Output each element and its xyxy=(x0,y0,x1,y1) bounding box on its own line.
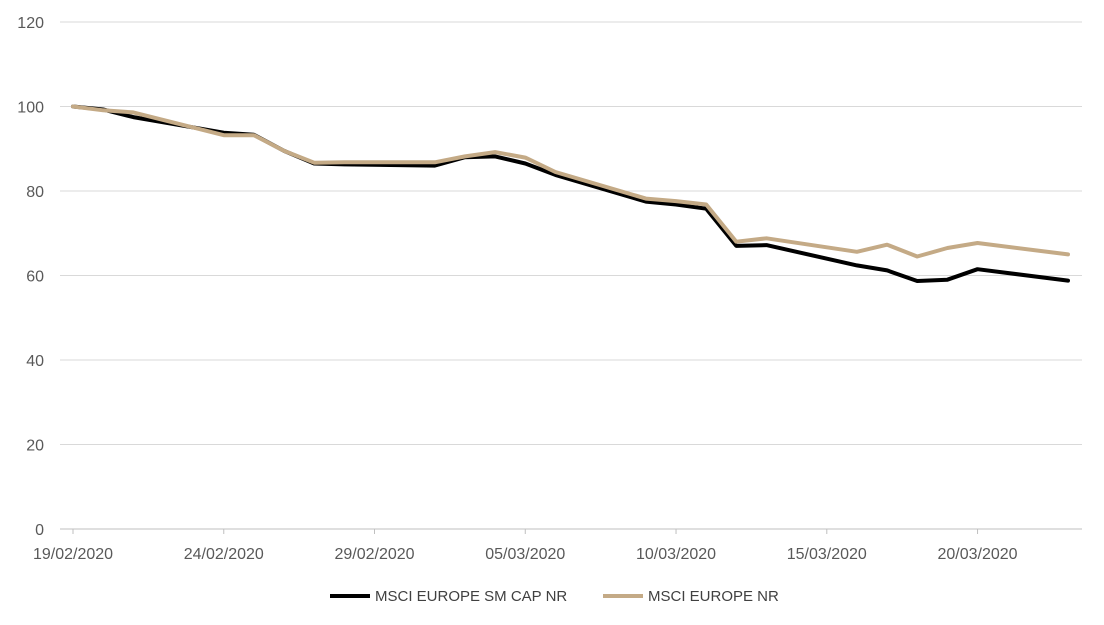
x-tick-label: 24/02/2020 xyxy=(184,546,264,563)
x-tick-label: 05/03/2020 xyxy=(485,546,565,563)
series-lines xyxy=(71,104,1070,283)
y-axis-ticks: 0 20 40 60 80 100 120 xyxy=(17,15,44,539)
y-tick-label: 100 xyxy=(17,100,44,117)
legend-label: MSCI EUROPE NR xyxy=(648,588,779,605)
x-tick-label: 29/02/2020 xyxy=(334,546,414,563)
x-tick-label: 10/03/2020 xyxy=(636,546,716,563)
y-tick-label: 60 xyxy=(26,269,44,286)
y-tick-label: 20 xyxy=(26,438,44,455)
y-tick-label: 0 xyxy=(35,522,44,539)
x-tick-label: 15/03/2020 xyxy=(787,546,867,563)
legend-label: MSCI EUROPE SM CAP NR xyxy=(375,588,567,605)
gridlines xyxy=(60,21,1082,530)
x-tick-label: 20/03/2020 xyxy=(938,546,1018,563)
series-line-2 xyxy=(71,104,1070,259)
x-axis-ticks: 19/02/2020 24/02/2020 29/02/2020 05/03/2020… xyxy=(33,529,1018,563)
y-tick-label: 120 xyxy=(17,15,44,32)
legend: MSCI EUROPE SM CAP NR MSCI EUROPE NR xyxy=(330,588,779,605)
y-tick-label: 80 xyxy=(26,184,44,201)
y-tick-label: 40 xyxy=(26,353,44,370)
x-tick-label: 19/02/2020 xyxy=(33,546,113,563)
